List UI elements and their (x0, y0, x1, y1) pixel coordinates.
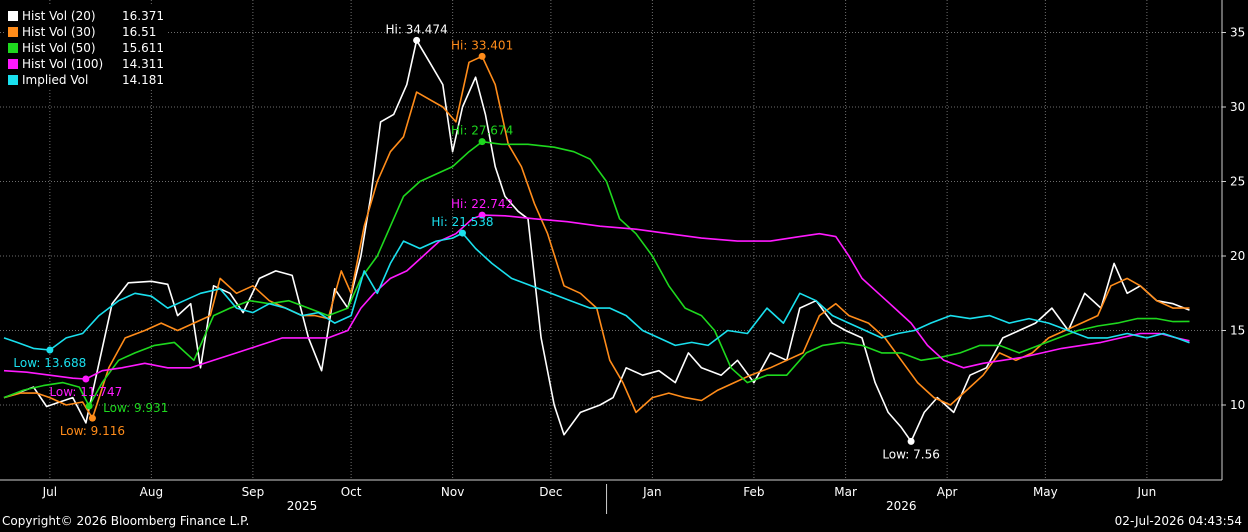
legend-swatch (8, 27, 18, 37)
y-tick-label: 30 (1230, 100, 1245, 114)
extreme-marker (478, 138, 486, 146)
series-line-hist-vol-100 (3, 214, 1190, 380)
x-tick-label: Jul (42, 485, 57, 499)
y-tick-label: 10 (1230, 398, 1245, 412)
y-tick-label: 15 (1230, 324, 1245, 338)
x-tick-label: Apr (937, 485, 958, 499)
extreme-marker (458, 229, 466, 237)
x-tick-label: Jun (1137, 485, 1157, 499)
extreme-marker (478, 52, 486, 60)
series-line-implied-vol (3, 232, 1190, 351)
legend-label: Implied Vol (22, 73, 89, 87)
year-label: 2026 (886, 499, 917, 513)
extreme-marker (413, 36, 421, 44)
extreme-marker (85, 402, 93, 410)
extreme-marker (82, 375, 90, 383)
extreme-label: Hi: 21.538 (431, 215, 493, 229)
legend-label: Hist Vol (20) (22, 9, 96, 23)
legend-value: 16.51 (122, 25, 157, 39)
x-tick-label: Dec (539, 485, 562, 499)
y-tick-label: 20 (1230, 249, 1245, 263)
extreme-label: Hi: 27.674 (451, 124, 513, 138)
legend-value: 15.611 (122, 41, 164, 55)
legend-value: 16.371 (122, 9, 164, 23)
y-tick-label: 35 (1230, 26, 1245, 40)
extreme-label: Low: 7.56 (882, 447, 940, 461)
legend-swatch (8, 11, 18, 21)
chart-legend: Hist Vol (20) 16.371 Hist Vol (30) 16.51… (4, 6, 168, 90)
x-tick-label: Nov (441, 485, 464, 499)
extreme-label: Hi: 33.401 (451, 38, 513, 52)
legend-swatch (8, 59, 18, 69)
series-line-hist-vol-30 (3, 55, 1190, 419)
legend-value: 14.311 (122, 57, 164, 71)
legend-label: Hist Vol (100) (22, 57, 104, 71)
legend-swatch (8, 43, 18, 53)
extreme-label: Hi: 34.474 (386, 22, 448, 36)
y-tick-label: 25 (1230, 175, 1245, 189)
series-line-hist-vol-20 (3, 39, 1190, 443)
extreme-label: Low: 11.747 (49, 385, 122, 399)
year-label: 2025 (287, 499, 318, 513)
legend-swatch (8, 75, 18, 85)
series-line-hist-vol-50 (3, 140, 1190, 407)
legend-value: 14.181 (122, 73, 164, 87)
legend-item-hist-vol-20[interactable]: Hist Vol (20) 16.371 (8, 8, 164, 24)
x-tick-label: Sep (242, 485, 265, 499)
extreme-label: Hi: 22.742 (451, 197, 513, 211)
x-tick-label: Jan (642, 485, 662, 499)
legend-item-hist-vol-50[interactable]: Hist Vol (50) 15.611 (8, 40, 164, 56)
extreme-label: Low: 13.688 (13, 356, 86, 370)
legend-label: Hist Vol (30) (22, 25, 96, 39)
legend-label: Hist Vol (50) (22, 41, 96, 55)
timestamp-text: 02-Jul-2026 04:43:54 (1114, 514, 1242, 528)
copyright-text: Copyright© 2026 Bloomberg Finance L.P. (2, 514, 250, 528)
x-tick-label: May (1033, 485, 1058, 499)
extreme-marker (88, 414, 96, 422)
extreme-marker (46, 346, 54, 354)
legend-item-implied-vol[interactable]: Implied Vol 14.181 (8, 72, 164, 88)
extreme-label: Low: 9.931 (103, 401, 168, 415)
legend-item-hist-vol-30[interactable]: Hist Vol (30) 16.51 (8, 24, 164, 40)
extreme-marker (907, 437, 915, 445)
extreme-marker (478, 211, 486, 219)
x-tick-label: Aug (140, 485, 163, 499)
x-tick-label: Oct (341, 485, 362, 499)
legend-item-hist-vol-100[interactable]: Hist Vol (100) 14.311 (8, 56, 164, 72)
extreme-label: Low: 9.116 (60, 424, 125, 438)
x-tick-label: Mar (834, 485, 857, 499)
x-tick-label: Feb (743, 485, 764, 499)
